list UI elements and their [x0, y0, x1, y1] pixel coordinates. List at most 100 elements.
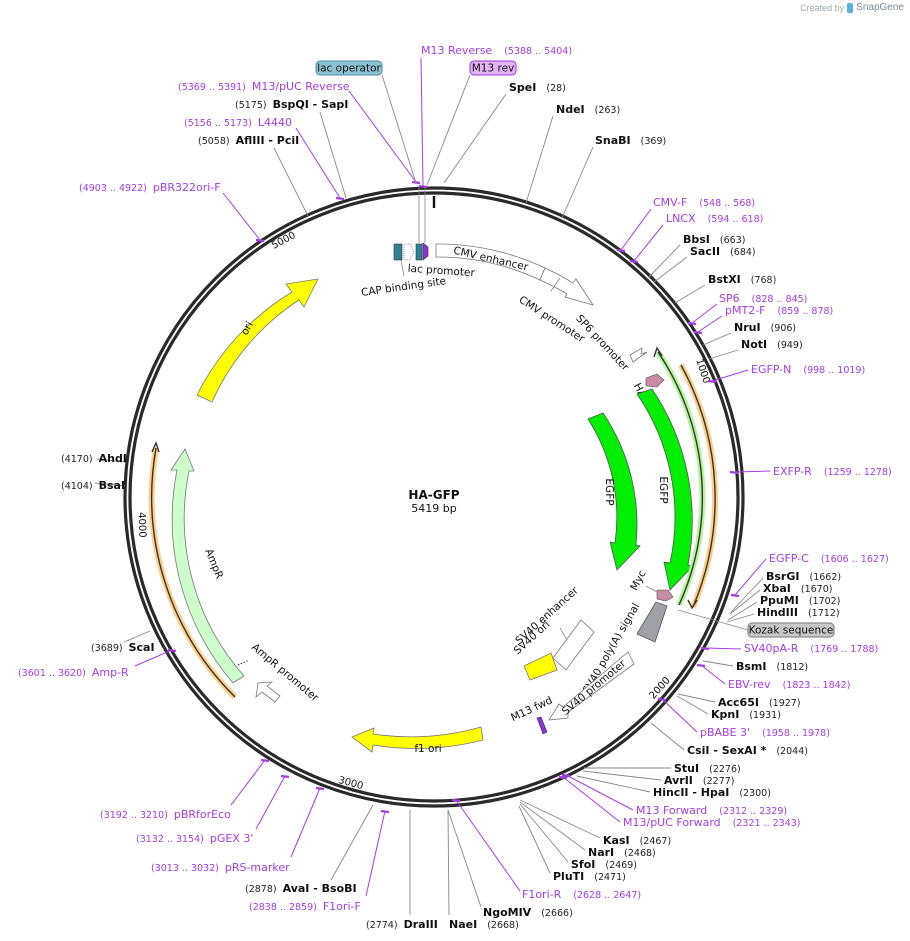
enzyme-label[interactable]: (4104) BsaI: [61, 479, 125, 492]
enzyme-site-bspqi-sapi[interactable]: (5175) BspQI - SapI: [235, 98, 348, 199]
primer-site-m13-reverse[interactable]: M13 Reverse (5388 .. 5404): [418, 44, 572, 189]
feature-myc[interactable]: [656, 589, 674, 602]
enzyme-site-hincii-hpai[interactable]: HincII - HpaI (2300): [576, 775, 771, 799]
feature-lac-operator[interactable]: [415, 243, 423, 261]
primer-label[interactable]: LNCX (594 .. 618): [666, 212, 763, 225]
primer-label[interactable]: M13 Reverse (5388 .. 5404): [421, 44, 572, 57]
enzyme-site-bsai[interactable]: (4104) BsaI: [61, 479, 125, 492]
enzyme-label[interactable]: KpnI (1931): [711, 708, 781, 721]
enzyme-site-nari[interactable]: NarI (2468): [519, 801, 656, 859]
enzyme-site-kpni[interactable]: KpnI (1931): [676, 695, 781, 721]
primer-label[interactable]: (2838 .. 2859) F1ori-F: [249, 900, 361, 913]
callout-lac-operator[interactable]: lac operator: [315, 60, 417, 184]
primer-site-m13-forward[interactable]: M13 Forward (2312 .. 2329): [561, 773, 787, 817]
primer-site-sv40pa-r[interactable]: SV40pA-R (1769 .. 1788): [700, 642, 878, 655]
enzyme-site-avai-bsobi[interactable]: (2878) AvaI - BsoBI: [245, 804, 374, 895]
primer-label[interactable]: (3192 .. 3210) pBRforEco: [100, 808, 231, 821]
enzyme-label[interactable]: NdeI (263): [556, 103, 620, 116]
primer-site-ebv-rev[interactable]: EBV-rev (1823 .. 1842): [696, 663, 850, 691]
primer-label[interactable]: pMT2-F (859 .. 878): [725, 304, 833, 317]
enzyme-label[interactable]: BsrGI (1662): [766, 570, 841, 583]
enzyme-site-ahdi[interactable]: (4170) AhdI: [61, 452, 127, 465]
enzyme-site-hindiii[interactable]: HindIII (1712): [726, 606, 840, 623]
enzyme-site-noti[interactable]: NotI (949): [708, 338, 803, 360]
enzyme-site-bsrgi[interactable]: BsrGI (1662): [730, 570, 841, 613]
primer-label[interactable]: (3601 .. 3620) Amp-R: [18, 666, 129, 679]
feature-ori[interactable]: [196, 278, 319, 403]
enzyme-site-xbai[interactable]: XbaI (1670): [729, 582, 832, 615]
primer-site-pbr322ori-f[interactable]: (4903 .. 4922) pBR322ori-F: [79, 181, 265, 243]
enzyme-site-sacii[interactable]: SacII (684): [653, 245, 756, 283]
enzyme-label[interactable]: SfoI (2469): [571, 858, 637, 871]
enzyme-label[interactable]: NaeI (2668): [449, 918, 519, 931]
enzyme-site-bsmi[interactable]: BsmI (1812): [702, 660, 808, 673]
enzyme-label[interactable]: SpeI (28): [509, 81, 566, 94]
feature-sv40-promoter[interactable]: [548, 651, 635, 721]
enzyme-site-draiii[interactable]: (2774) DraIII: [366, 810, 438, 931]
primer-site-pmt2-f[interactable]: pMT2-F (859 .. 878): [693, 304, 833, 335]
primer-label[interactable]: EGFP-N (998 .. 1019): [751, 363, 865, 376]
primer-label[interactable]: CMV-F (548 .. 568): [653, 196, 755, 209]
enzyme-label[interactable]: (5058) AflIII - PciI: [198, 134, 299, 147]
enzyme-site-pluti[interactable]: PluTI (2471): [518, 805, 626, 883]
primer-label[interactable]: (3013 .. 3032) pRS-marker: [151, 861, 290, 874]
enzyme-label[interactable]: SnaBI (369): [595, 134, 666, 147]
primer-label[interactable]: SP6 (828 .. 845): [719, 292, 807, 305]
enzyme-site-kasi[interactable]: KasI (2467): [519, 799, 671, 847]
primer-label[interactable]: EBV-rev (1823 .. 1842): [728, 678, 850, 691]
feature-ampr[interactable]: [170, 448, 245, 684]
feature-sv40-enhancer[interactable]: [552, 619, 595, 671]
primer-site-pgex-3[interactable]: (3132 .. 3154) pGEX 3': [136, 774, 290, 845]
enzyme-site-avrii[interactable]: AvrII (2277): [582, 770, 735, 787]
primer-site-egfp-c[interactable]: EGFP-C (1606 .. 1627): [730, 552, 889, 598]
callout-m13-rev[interactable]: M13 rev: [426, 60, 517, 186]
enzyme-label[interactable]: NotI (949): [741, 338, 803, 351]
enzyme-label[interactable]: CsiI - SexAI * (2044): [687, 744, 808, 757]
enzyme-site-acc65i[interactable]: Acc65I (1927): [677, 693, 801, 709]
primer-site-l4440[interactable]: (5156 .. 5173) L4440: [184, 116, 345, 201]
enzyme-label[interactable]: BstXI (768): [708, 273, 776, 286]
primer-label[interactable]: EXFP-R (1259 .. 1278): [773, 465, 892, 478]
feature-sv40-polya[interactable]: [636, 601, 668, 643]
enzyme-site-snabi[interactable]: SnaBI (369): [561, 134, 666, 219]
primer-site-pbabe-3[interactable]: pBABE 3' (1958 .. 1978): [657, 697, 830, 739]
primer-label[interactable]: (3132 .. 3154) pGEX 3': [136, 832, 253, 845]
primer-label[interactable]: pBABE 3' (1958 .. 1978): [700, 726, 830, 739]
enzyme-label[interactable]: NruI (906): [734, 321, 796, 334]
enzyme-site-stui[interactable]: StuI (2276): [584, 762, 741, 775]
enzyme-site-sfoi[interactable]: SfoI (2469): [519, 803, 637, 871]
enzyme-label[interactable]: KasI (2467): [603, 834, 671, 847]
enzyme-label[interactable]: NgoMIV (2666): [483, 906, 573, 919]
primer-label[interactable]: M13 Forward (2312 .. 2329): [636, 804, 787, 817]
enzyme-label[interactable]: StuI (2276): [674, 762, 741, 775]
primer-site-sp6[interactable]: SP6 (828 .. 845): [687, 292, 807, 326]
enzyme-label[interactable]: PpuMI (1702): [760, 594, 840, 607]
primer-site-amp-r[interactable]: (3601 .. 3620) Amp-R: [18, 648, 177, 679]
enzyme-site-bstxi[interactable]: BstXI (768): [674, 273, 776, 304]
primer-site-f1ori-f[interactable]: (2838 .. 2859) F1ori-F: [249, 809, 390, 913]
enzyme-label[interactable]: NarI (2468): [588, 846, 656, 859]
enzyme-site-ndei[interactable]: NdeI (263): [525, 103, 620, 204]
feature-egfp-outer[interactable]: [636, 388, 694, 591]
feature-lac-promoter[interactable]: [403, 243, 415, 261]
primer-site-cmv-f[interactable]: CMV-F (548 .. 568): [616, 196, 755, 253]
feature-f1ori[interactable]: [351, 726, 484, 753]
enzyme-label[interactable]: PluTI (2471): [553, 870, 626, 883]
enzyme-label[interactable]: Acc65I (1927): [718, 696, 801, 709]
feature-cap-binding-site[interactable]: [393, 243, 403, 261]
feature-ha[interactable]: [645, 373, 665, 388]
enzyme-label[interactable]: (5175) BspQI - SapI: [235, 98, 348, 111]
primer-site-pbrforeco[interactable]: (3192 .. 3210) pBRforEco: [100, 758, 270, 821]
enzyme-label[interactable]: AvrII (2277): [664, 774, 735, 787]
enzyme-label[interactable]: BbsI (663): [683, 233, 745, 246]
orf-orange[interactable]: [680, 364, 716, 608]
enzyme-site-afliii-pcii[interactable]: (5058) AflIII - PciI: [198, 134, 309, 217]
enzyme-site-spei[interactable]: SpeI (28): [443, 81, 566, 184]
orf-ampr[interactable]: [151, 447, 236, 698]
enzyme-site-csii-sexai[interactable]: CsiI - SexAI * (2044): [650, 722, 808, 757]
primer-site-lncx[interactable]: LNCX (594 .. 618): [629, 212, 763, 264]
primer-label[interactable]: (4903 .. 4922) pBR322ori-F: [79, 181, 221, 194]
feature-cmv-promoter[interactable]: [539, 267, 594, 306]
callout-kozak-sequence[interactable]: Kozak sequence: [677, 609, 835, 638]
primer-site-egfp-n[interactable]: EGFP-N (998 .. 1019): [707, 363, 865, 384]
